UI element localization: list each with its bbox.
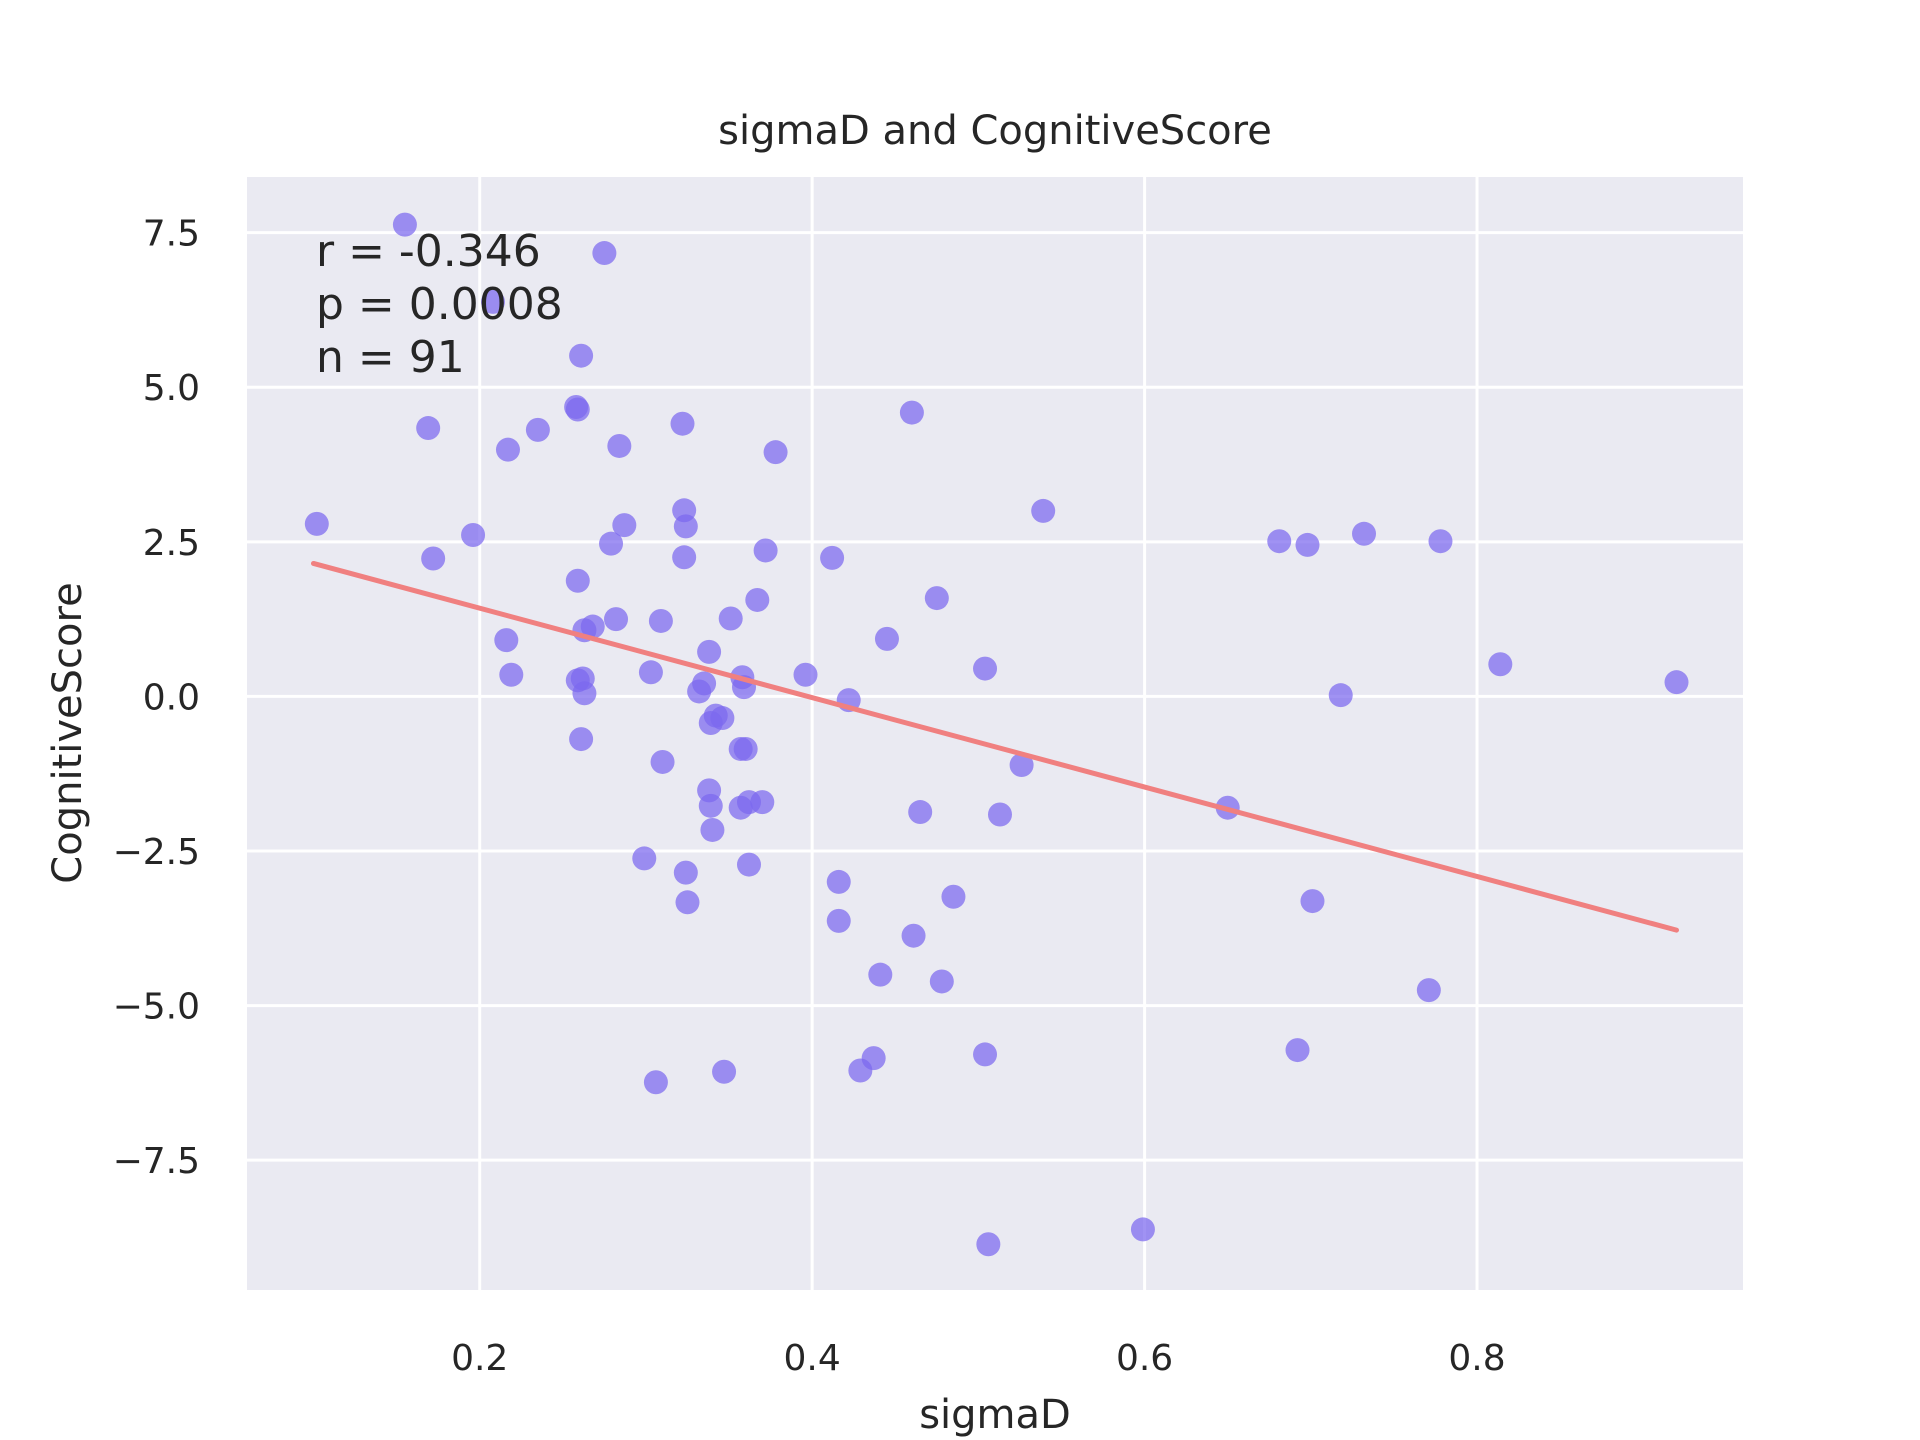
data-point (638, 660, 663, 685)
y-tick-label: −7.5 (113, 1141, 200, 1182)
data-point (499, 662, 524, 687)
data-point (607, 433, 632, 458)
y-tick-label: 0.0 (143, 677, 200, 718)
data-point (416, 416, 441, 441)
data-point (763, 440, 788, 465)
data-point (698, 710, 723, 735)
data-point (973, 1042, 998, 1067)
data-point (461, 523, 486, 548)
data-point (599, 531, 624, 556)
data-point (901, 923, 926, 948)
data-point (565, 568, 590, 593)
data-point (908, 800, 933, 825)
data-point (392, 212, 417, 237)
y-axis-label: CognitiveScore (45, 582, 91, 883)
regression-line-group (310, 560, 1680, 933)
data-point (874, 626, 899, 651)
data-point (592, 241, 617, 266)
data-points (304, 212, 1689, 1257)
data-point (868, 962, 893, 987)
data-point (698, 793, 723, 818)
data-point (753, 538, 778, 563)
data-point (1352, 521, 1377, 546)
data-point (820, 545, 845, 570)
regression-line (310, 560, 1680, 933)
chart-title: sigmaD and CognitiveScore (718, 108, 1272, 154)
data-point (1285, 1038, 1310, 1063)
data-point (1488, 652, 1513, 677)
data-point (569, 343, 594, 368)
data-point (700, 817, 725, 842)
data-point (826, 908, 851, 933)
x-tick-label: 0.6 (1116, 1338, 1173, 1379)
data-point (976, 1232, 1001, 1257)
data-point (924, 586, 949, 611)
data-point (572, 681, 597, 706)
data-point (494, 628, 519, 653)
data-point (929, 969, 954, 994)
data-point (1428, 529, 1453, 554)
data-point (712, 1059, 737, 1084)
data-point (1267, 529, 1292, 554)
y-tick-label: −2.5 (113, 832, 200, 873)
tick-labels: 0.2 0.4 0.6 0.8 −7.5 −5.0 −2.5 0.0 2.5 5.0 7.5 (113, 214, 1506, 1379)
data-point (941, 884, 966, 909)
data-point (632, 846, 657, 871)
data-point (848, 1058, 873, 1083)
data-point (718, 606, 743, 631)
data-point (987, 802, 1012, 827)
data-point (612, 513, 637, 538)
data-point (643, 1070, 668, 1095)
data-point (1031, 498, 1056, 523)
plot-background (247, 177, 1743, 1290)
x-axis-label: sigmaD (919, 1392, 1071, 1438)
data-point (1009, 753, 1034, 778)
data-point (973, 656, 998, 681)
data-point (648, 608, 673, 633)
data-point (673, 514, 698, 539)
data-point (1664, 670, 1689, 695)
data-point (495, 437, 520, 462)
data-point (1300, 889, 1325, 914)
data-point (733, 736, 758, 761)
data-point (421, 546, 446, 571)
y-tick-label: 7.5 (143, 214, 200, 255)
data-point (1328, 683, 1353, 708)
data-point (673, 860, 698, 885)
data-point (670, 411, 695, 436)
data-point (525, 417, 550, 442)
data-point (899, 400, 924, 425)
y-tick-label: 5.0 (143, 368, 200, 409)
data-point (687, 679, 712, 704)
y-tick-label: −5.0 (113, 987, 200, 1028)
data-point (565, 397, 590, 422)
data-point (1295, 532, 1320, 557)
y-tick-label: 2.5 (143, 523, 200, 564)
x-tick-label: 0.2 (451, 1338, 508, 1379)
x-tick-label: 0.4 (784, 1338, 841, 1379)
stat-n: n = 91 (316, 332, 465, 383)
data-point (304, 511, 329, 536)
stat-r: r = -0.346 (316, 226, 541, 277)
data-point (481, 289, 506, 314)
data-point (745, 587, 770, 612)
data-point (793, 662, 818, 687)
data-point (826, 869, 851, 894)
data-point (569, 727, 594, 752)
data-point (672, 545, 697, 570)
data-point (1130, 1217, 1155, 1242)
data-point (650, 749, 675, 774)
data-point (604, 607, 629, 632)
data-point (697, 639, 722, 664)
stat-p: p = 0.0008 (316, 279, 563, 330)
data-point (675, 890, 700, 915)
data-point (1416, 978, 1441, 1003)
data-point (750, 790, 775, 815)
grid-lines (247, 177, 1743, 1290)
data-point (736, 852, 761, 877)
x-tick-label: 0.8 (1448, 1338, 1505, 1379)
